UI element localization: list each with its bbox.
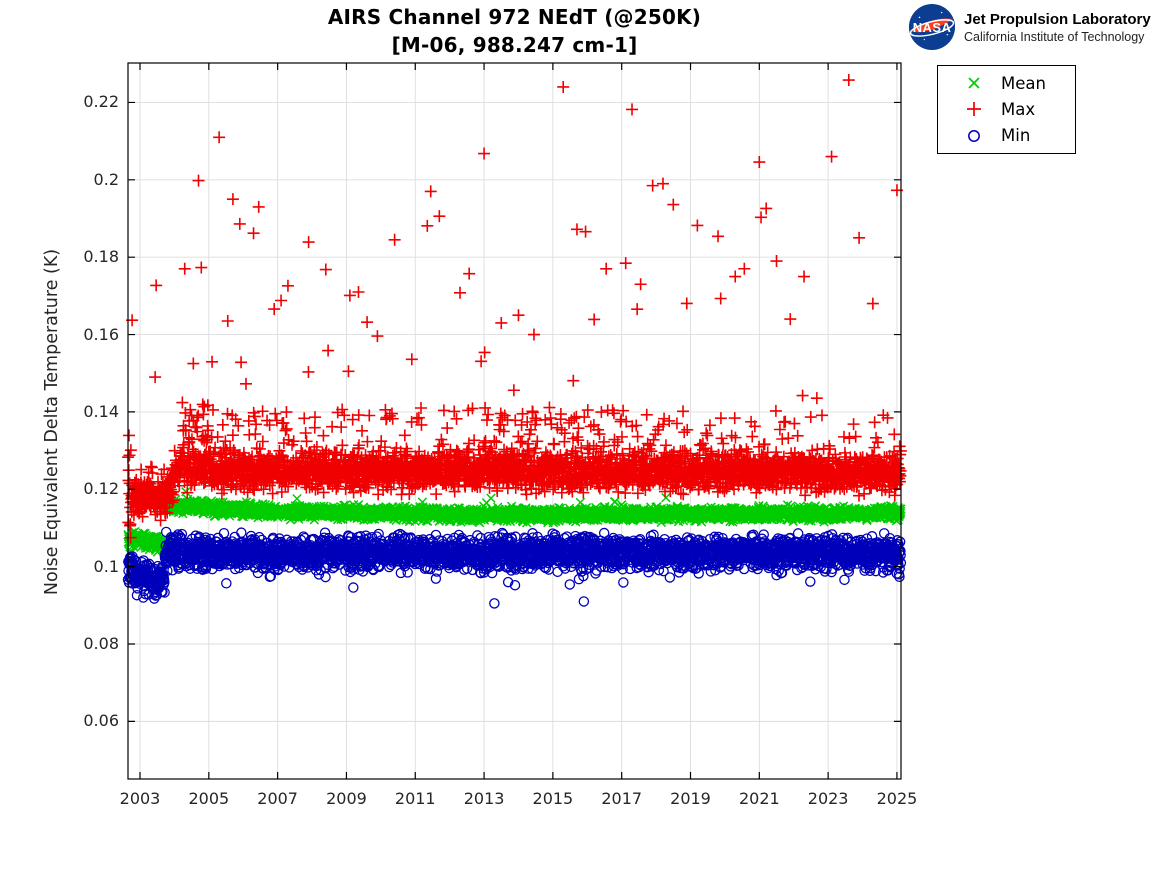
legend-label: Min — [1001, 126, 1031, 146]
x-tick-label: 2025 — [876, 789, 918, 808]
x-tick-label: 2017 — [601, 789, 643, 808]
x-tick-label: 2021 — [738, 789, 780, 808]
chart-title-line-1: AIRS Channel 972 NEdT (@250K) — [327, 5, 702, 29]
y-tick-label: 0.2 — [93, 169, 119, 189]
legend-marker-x-icon — [968, 77, 980, 89]
legend: Mean Max Min — [937, 65, 1076, 154]
y-tick-label: 0.14 — [83, 401, 119, 421]
legend-item-min: Min — [938, 123, 1075, 149]
legend-label: Max — [1001, 99, 1036, 119]
x-tick-label: 2019 — [670, 789, 711, 808]
legend-item-mean: Mean — [938, 70, 1075, 96]
x-tick-label: 2023 — [807, 789, 849, 808]
brand-text: Jet Propulsion Laboratory California Ins… — [964, 10, 1151, 45]
y-tick-label: 0.22 — [83, 92, 119, 112]
legend-label: Mean — [1001, 73, 1046, 93]
x-tick-label: 2005 — [188, 789, 230, 808]
y-tick-label: 0.12 — [83, 479, 119, 499]
legend-marker-plus-icon — [967, 102, 981, 117]
y-tick-label: 0.1 — [93, 556, 119, 576]
x-tick-label: 2013 — [463, 789, 505, 808]
x-tick-label: 2007 — [257, 789, 298, 808]
chart-title-line-2: [M-06, 988.247 cm-1] — [391, 33, 638, 57]
y-tick-label: 0.08 — [83, 634, 119, 653]
brand-block: NASA Jet Propulsion Laboratory Californi… — [908, 3, 1151, 51]
y-tick-label: 0.16 — [83, 324, 119, 344]
legend-item-max: Max — [938, 96, 1075, 122]
x-tick-label: 2011 — [394, 789, 436, 808]
x-tick-label: 2015 — [532, 789, 574, 808]
x-tick-label: 2009 — [326, 789, 367, 808]
y-tick-label: 0.18 — [83, 247, 119, 267]
legend-marker-circle-icon — [968, 129, 980, 142]
jpl-subtitle: California Institute of Technology — [964, 29, 1145, 44]
y-tick-label: 0.06 — [83, 711, 119, 731]
nasa-logo-icon: NASA — [908, 3, 956, 51]
jpl-name: Jet Propulsion Laboratory — [964, 10, 1151, 28]
x-tick-label: 2003 — [119, 789, 161, 808]
